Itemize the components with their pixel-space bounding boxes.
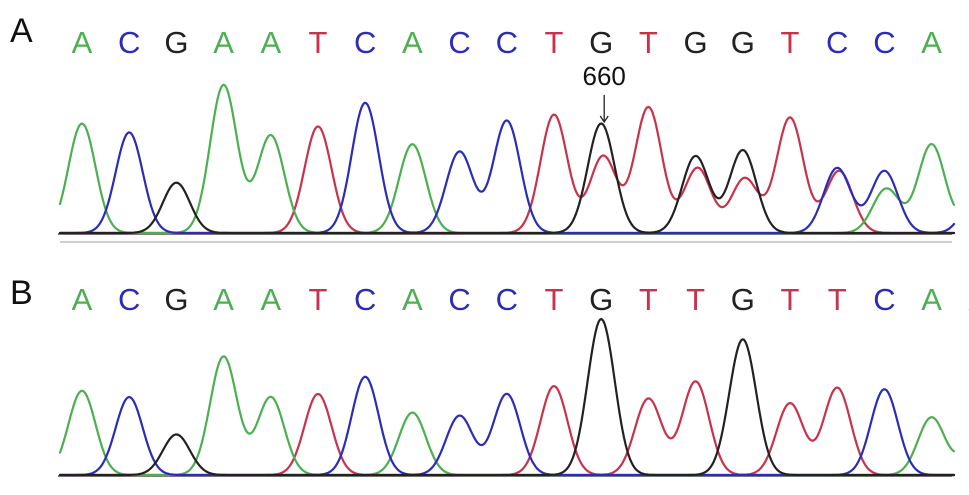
base-call-a: A bbox=[213, 25, 234, 60]
base-call-a: C bbox=[354, 25, 376, 60]
chromatogram-panel-a: ACGAATCACCTGTGGTCCAC660 bbox=[58, 25, 969, 243]
base-call-b: T bbox=[686, 282, 705, 317]
base-call-b: C bbox=[448, 282, 470, 317]
panel-a-letter: A bbox=[10, 12, 33, 50]
base-call-b: C bbox=[118, 282, 140, 317]
trace-g-b bbox=[58, 317, 956, 477]
base-call-b: T bbox=[639, 282, 658, 317]
base-call-b: T bbox=[309, 282, 328, 317]
base-call-a: C bbox=[873, 25, 895, 60]
base-call-a: G bbox=[731, 25, 755, 60]
base-call-a: C bbox=[496, 25, 518, 60]
base-call-a: T bbox=[781, 25, 800, 60]
base-call-a: T bbox=[545, 25, 564, 60]
trace-c-b bbox=[58, 375, 956, 477]
chromatogram-panel-b: ACGAATCACCTGTTGTTCAA bbox=[58, 282, 969, 477]
base-call-a: C bbox=[448, 25, 470, 60]
base-call-a: A bbox=[921, 25, 942, 60]
base-call-b: C bbox=[496, 282, 518, 317]
base-call-a: A bbox=[72, 25, 93, 60]
base-call-a: A bbox=[260, 25, 281, 60]
trace-c-a bbox=[58, 101, 956, 235]
base-call-b: A bbox=[921, 282, 942, 317]
base-call-a: G bbox=[164, 25, 188, 60]
base-call-a: T bbox=[309, 25, 328, 60]
base-call-b: C bbox=[873, 282, 895, 317]
base-call-a: A bbox=[402, 25, 423, 60]
base-call-b: A bbox=[260, 282, 281, 317]
base-call-b: T bbox=[828, 282, 847, 317]
panel-b-letter: B bbox=[10, 274, 33, 312]
trace-t-b bbox=[58, 380, 956, 477]
base-call-a: T bbox=[639, 25, 658, 60]
base-call-a: G bbox=[684, 25, 708, 60]
base-call-b: C bbox=[354, 282, 376, 317]
base-call-b: G bbox=[589, 282, 613, 317]
trace-g-a bbox=[58, 122, 956, 235]
base-call-b: T bbox=[545, 282, 564, 317]
base-call-b: A bbox=[402, 282, 423, 317]
base-call-a: C bbox=[826, 25, 848, 60]
base-call-b: G bbox=[731, 282, 755, 317]
base-call-b: T bbox=[781, 282, 800, 317]
base-call-a: G bbox=[589, 25, 613, 60]
position-marker-arrowhead bbox=[599, 115, 609, 124]
position-marker-label: 660 bbox=[583, 61, 626, 91]
base-call-a: C bbox=[968, 25, 969, 60]
base-call-b: A bbox=[213, 282, 234, 317]
base-call-b: A bbox=[72, 282, 93, 317]
base-call-b: G bbox=[164, 282, 188, 317]
base-call-a: C bbox=[118, 25, 140, 60]
